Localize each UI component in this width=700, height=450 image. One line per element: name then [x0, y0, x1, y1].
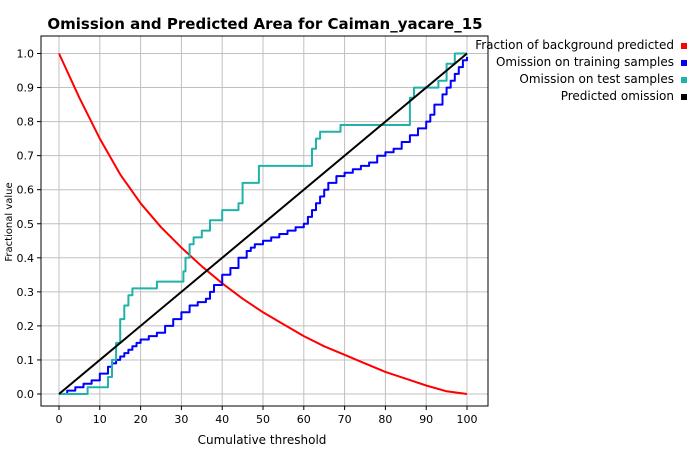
y-axis: 0.0 0.1 0.2 0.3 0.4 0.5 0.6 0.7 0.8 0.9 1.0 — [17, 48, 41, 401]
series-layer — [58, 52, 468, 395]
y-tick-label: 0.9 — [17, 82, 35, 95]
y-tick-label: 0.2 — [17, 320, 35, 333]
series-line-omission-on-test-samples — [59, 52, 467, 395]
x-tick-label: 30 — [174, 413, 188, 426]
y-tick-label: 0.4 — [17, 252, 35, 265]
x-tick-label: 0 — [56, 413, 63, 426]
x-axis-label: Cumulative threshold — [198, 433, 327, 447]
legend-swatch — [681, 43, 687, 49]
x-tick-label: 40 — [215, 413, 229, 426]
series-line-omission-on-training-samples — [59, 56, 468, 395]
y-tick-label: 0.6 — [17, 184, 35, 197]
y-tick-label: 0.0 — [17, 388, 35, 401]
legend-label: Fraction of background predicted — [475, 38, 674, 52]
legend-swatch — [681, 94, 687, 100]
legend-label: Omission on training samples — [496, 55, 674, 69]
y-tick-label: 0.5 — [17, 218, 35, 231]
x-tick-label: 10 — [93, 413, 107, 426]
legend-swatch — [681, 77, 687, 83]
x-axis: 0 10 20 30 40 50 60 70 80 90 100 — [56, 406, 478, 426]
legend: Fraction of background predicted Omission… — [475, 38, 687, 103]
x-tick-label: 70 — [338, 413, 352, 426]
series-line-fraction-of-background-predicted — [58, 53, 468, 395]
x-tick-label: 80 — [378, 413, 392, 426]
y-tick-label: 0.7 — [17, 150, 35, 163]
legend-label: Omission on test samples — [519, 72, 674, 86]
chart-title: Omission and Predicted Area for Caiman_y… — [47, 15, 482, 33]
x-tick-label: 60 — [297, 413, 311, 426]
legend-swatch — [681, 60, 687, 66]
y-tick-label: 0.1 — [17, 354, 35, 367]
grid — [41, 36, 488, 406]
y-tick-label: 0.3 — [17, 286, 35, 299]
y-axis-label: Fractional value — [4, 182, 15, 261]
x-tick-label: 100 — [457, 413, 478, 426]
x-tick-label: 50 — [256, 413, 270, 426]
y-tick-label: 0.8 — [17, 116, 35, 129]
x-tick-label: 90 — [419, 413, 433, 426]
y-tick-label: 1.0 — [17, 48, 35, 61]
series-line-predicted-omission — [58, 52, 468, 395]
legend-label: Predicted omission — [561, 89, 674, 103]
plot-frame — [40, 35, 489, 407]
x-tick-label: 20 — [134, 413, 148, 426]
